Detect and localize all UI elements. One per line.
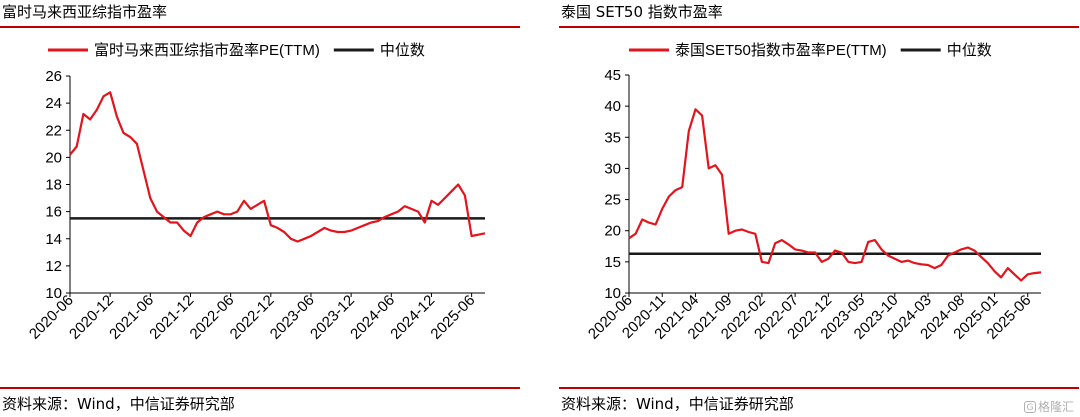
footer-divider <box>0 387 520 389</box>
source-note: 资料来源：Wind，中信证券研究部 <box>561 395 794 413</box>
series-line-pe <box>628 108 1042 282</box>
y-tick-label: 20 <box>604 223 621 240</box>
y-tick-label: 30 <box>604 160 621 177</box>
chart-title: 富时马来西亚综指市盈率 <box>2 3 168 21</box>
y-tick-label: 25 <box>604 192 621 209</box>
y-tick-label: 18 <box>45 177 62 194</box>
y-tick-label: 45 <box>604 67 621 84</box>
y-tick-label: 40 <box>604 98 621 115</box>
legend-label-pe: 泰国SET50指数市盈率PE(TTM) <box>675 42 887 59</box>
title-divider <box>559 26 1079 28</box>
legend-label-pe: 富时马来西亚综指市盈率PE(TTM) <box>94 41 320 59</box>
legend: 泰国SET50指数市盈率PE(TTM) 中位数 <box>629 42 992 59</box>
y-tick-label: 20 <box>45 149 62 166</box>
legend: 富时马来西亚综指市盈率PE(TTM) 中位数 <box>48 41 425 59</box>
chart-panel-thailand: 泰国 SET50 指数市盈率 泰国SET50指数市盈率PE(TTM) 中位数 10 1… <box>559 0 1079 417</box>
y-tick-label: 14 <box>45 231 62 248</box>
y-tick-label: 26 <box>45 68 62 85</box>
title-divider <box>0 26 520 28</box>
legend-label-median: 中位数 <box>947 42 992 59</box>
y-tick-label: 10 <box>604 285 621 302</box>
y-tick-label: 22 <box>45 122 62 139</box>
chart-panel-malaysia: 富时马来西亚综指市盈率 富时马来西亚综指市盈率PE(TTM) 中位数 10 12 14 1… <box>0 0 520 417</box>
line-chart: 泰国SET50指数市盈率PE(TTM) 中位数101520253035404520… <box>585 42 1042 343</box>
y-tick-label: 12 <box>45 258 62 275</box>
series-line-pe <box>69 91 486 243</box>
legend-label-median: 中位数 <box>380 42 425 59</box>
x-tick-label: 2025-06 <box>427 292 478 343</box>
line-chart: 富时马来西亚综指市盈率PE(TTM) 中位数 10 12 14 16 18 20 22 24 26 2… <box>26 41 486 343</box>
footer-divider <box>559 387 1079 389</box>
gelonghui-logo-icon: G <box>1023 400 1036 413</box>
y-tick-label: 10 <box>45 285 62 302</box>
y-tick-label: 15 <box>604 254 621 271</box>
watermark: G 格隆汇 <box>1023 398 1074 415</box>
source-note: 资料来源：Wind，中信证券研究部 <box>2 395 235 413</box>
y-tick-label: 35 <box>604 129 621 146</box>
watermark-text: 格隆汇 <box>1037 400 1074 414</box>
chart-title: 泰国 SET50 指数市盈率 <box>561 3 723 21</box>
y-tick-label: 24 <box>45 95 62 112</box>
y-tick-label: 16 <box>45 204 62 221</box>
